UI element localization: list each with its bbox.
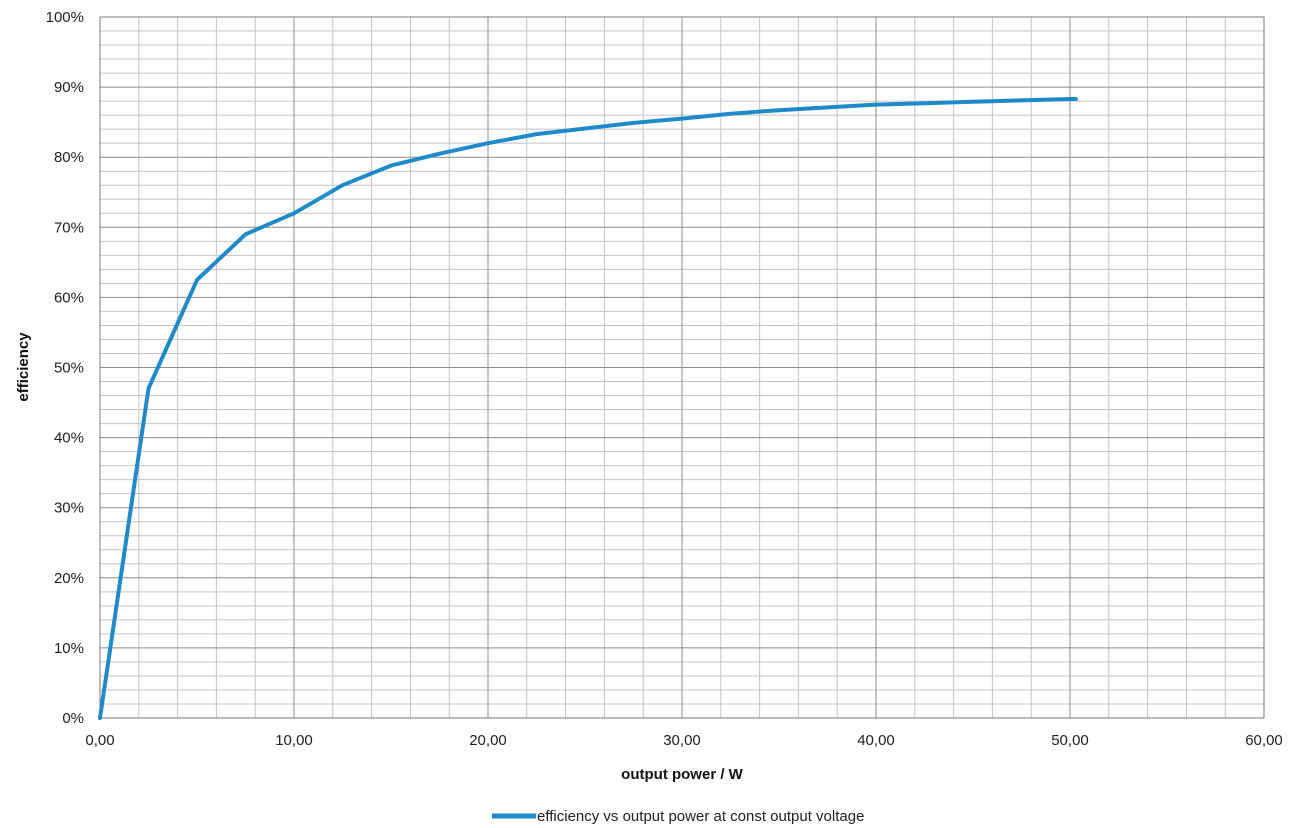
y-tick-label: 10% [54, 640, 84, 657]
major-grid [100, 17, 1264, 718]
x-axis-title: output power / W [621, 766, 743, 783]
x-tick-label: 10,00 [275, 732, 313, 749]
x-tick-label: 20,00 [469, 732, 507, 749]
x-tick-label: 40,00 [857, 732, 895, 749]
y-tick-label: 30% [54, 500, 84, 517]
x-tick-label: 30,00 [663, 732, 701, 749]
x-tick-label: 60,00 [1245, 732, 1283, 749]
x-tick-label: 0,00 [85, 732, 114, 749]
y-tick-label: 40% [54, 430, 84, 447]
y-axis-title: efficiency [15, 332, 32, 402]
y-tick-label: 20% [54, 570, 84, 587]
x-axis-tick-labels: 0,00 10,00 20,00 30,00 40,00 50,00 60,00 [85, 732, 1282, 749]
y-tick-label: 70% [54, 219, 84, 236]
y-tick-label: 90% [54, 79, 84, 96]
legend-label-efficiency: efficiency vs output power at const outp… [537, 808, 864, 825]
x-tick-label: 50,00 [1051, 732, 1089, 749]
y-tick-label: 0% [62, 710, 84, 727]
y-tick-label: 50% [54, 360, 84, 377]
y-tick-label: 60% [54, 289, 84, 306]
y-axis-tick-labels: 0% 10% 20% 30% 40% 50% 60% 70% 80% 90% 100% [46, 9, 84, 727]
plot-area-border [99, 16, 1265, 719]
series-line-0 [98, 97, 1078, 720]
y-tick-label: 100% [46, 9, 84, 26]
legend: efficiency vs output power at const outp… [492, 808, 864, 825]
series-layer [98, 97, 1078, 720]
y-tick-label: 80% [54, 149, 84, 166]
